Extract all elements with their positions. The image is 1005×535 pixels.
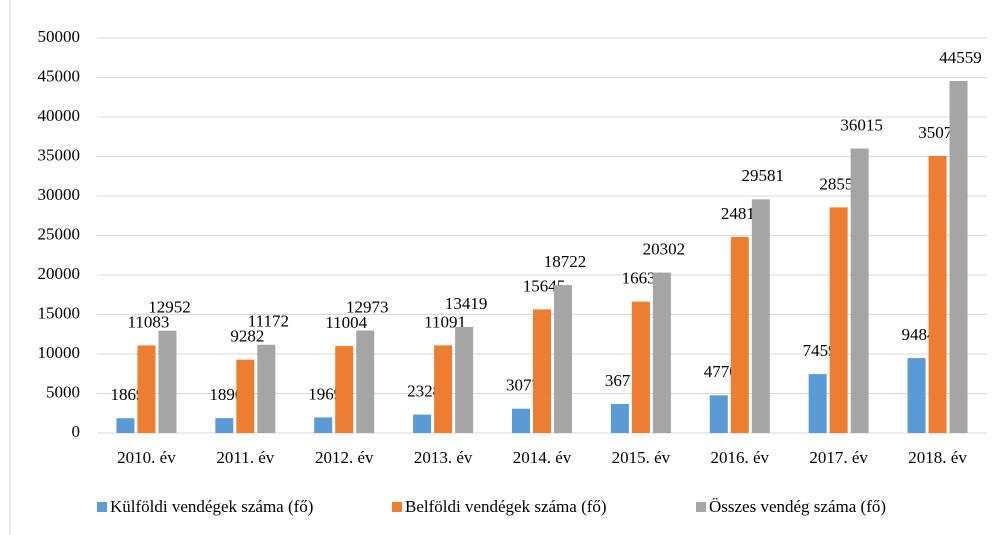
bar: [314, 417, 333, 433]
data-label: 3077: [506, 376, 541, 395]
data-label: 11083: [128, 312, 170, 331]
legend-swatch: [696, 502, 706, 512]
y-tick-label: 15000: [38, 303, 81, 322]
data-label: 12952: [148, 298, 191, 317]
bar: [652, 272, 671, 433]
bar: [116, 418, 135, 433]
data-label: 11172: [248, 312, 289, 331]
y-tick-label: 5000: [46, 382, 80, 401]
x-tick-label: 2012. év: [315, 448, 374, 467]
data-label: 13419: [445, 294, 488, 313]
y-tick-label: 0: [72, 422, 81, 441]
x-tick-label: 2017. év: [809, 448, 868, 467]
x-tick-label: 2015. év: [612, 448, 671, 467]
x-tick-label: 2018. év: [908, 448, 967, 467]
data-label: 12973: [346, 297, 389, 316]
bar: [709, 395, 728, 433]
x-tick-label: 2014. év: [513, 448, 572, 467]
bar: [610, 403, 629, 433]
y-tick-label: 50000: [38, 27, 81, 46]
y-tick-label: 25000: [38, 224, 81, 243]
data-label: 20302: [643, 240, 686, 259]
data-label: 11091: [424, 312, 466, 331]
bar: [808, 374, 827, 433]
x-tick-label: 2013. év: [414, 448, 473, 467]
y-tick-label: 10000: [38, 343, 81, 362]
bar: [512, 408, 530, 433]
y-tick-label: 45000: [38, 66, 81, 85]
y-tick-label: 20000: [38, 264, 81, 283]
bar: [949, 80, 968, 434]
data-label: 1890: [209, 385, 243, 404]
data-label: 2328: [407, 382, 441, 401]
data-label: 29581: [742, 166, 785, 185]
y-tick-label: 35000: [38, 145, 81, 164]
x-tick-label: 2011. év: [216, 448, 274, 467]
data-label: 4770: [704, 362, 738, 381]
bar: [257, 344, 276, 433]
bar: [631, 301, 650, 433]
legend-swatch: [392, 502, 402, 512]
y-tick-label: 30000: [38, 185, 81, 204]
data-label: 7459: [803, 341, 837, 360]
data-label: 1869: [110, 385, 144, 404]
bar: [236, 359, 255, 433]
bar: [907, 358, 926, 433]
bar: [158, 330, 177, 433]
bar: [137, 345, 156, 433]
bar: [829, 207, 848, 433]
bar: [434, 345, 453, 433]
data-label: 9484: [902, 325, 937, 344]
data-label: 11004: [325, 313, 367, 332]
bar: [356, 330, 375, 433]
data-label: 3671: [605, 371, 639, 390]
data-label: 1969: [308, 384, 342, 403]
bar: [850, 148, 869, 433]
bar: [533, 309, 551, 433]
data-label: 18722: [544, 252, 587, 271]
y-tick-label: 40000: [38, 106, 81, 125]
data-label: 36015: [840, 115, 883, 134]
bar: [730, 236, 749, 433]
legend-label: Belföldi vendégek száma (fő): [405, 497, 607, 516]
bar: [215, 418, 234, 433]
bar: [455, 326, 474, 433]
data-label: 44559: [939, 48, 982, 67]
bar: [751, 199, 770, 433]
x-tick-label: 2016. év: [711, 448, 770, 467]
bar: [928, 155, 947, 433]
legend-label: Összes vendég száma (fő): [709, 497, 886, 516]
legend-swatch: [97, 502, 107, 512]
data-label: 9282: [230, 327, 264, 346]
bar: [413, 414, 432, 433]
bar: [335, 346, 354, 433]
legend-label: Külföldi vendégek száma (fő): [110, 497, 313, 516]
bar: [554, 285, 572, 433]
x-tick-label: 2010. év: [117, 448, 176, 467]
